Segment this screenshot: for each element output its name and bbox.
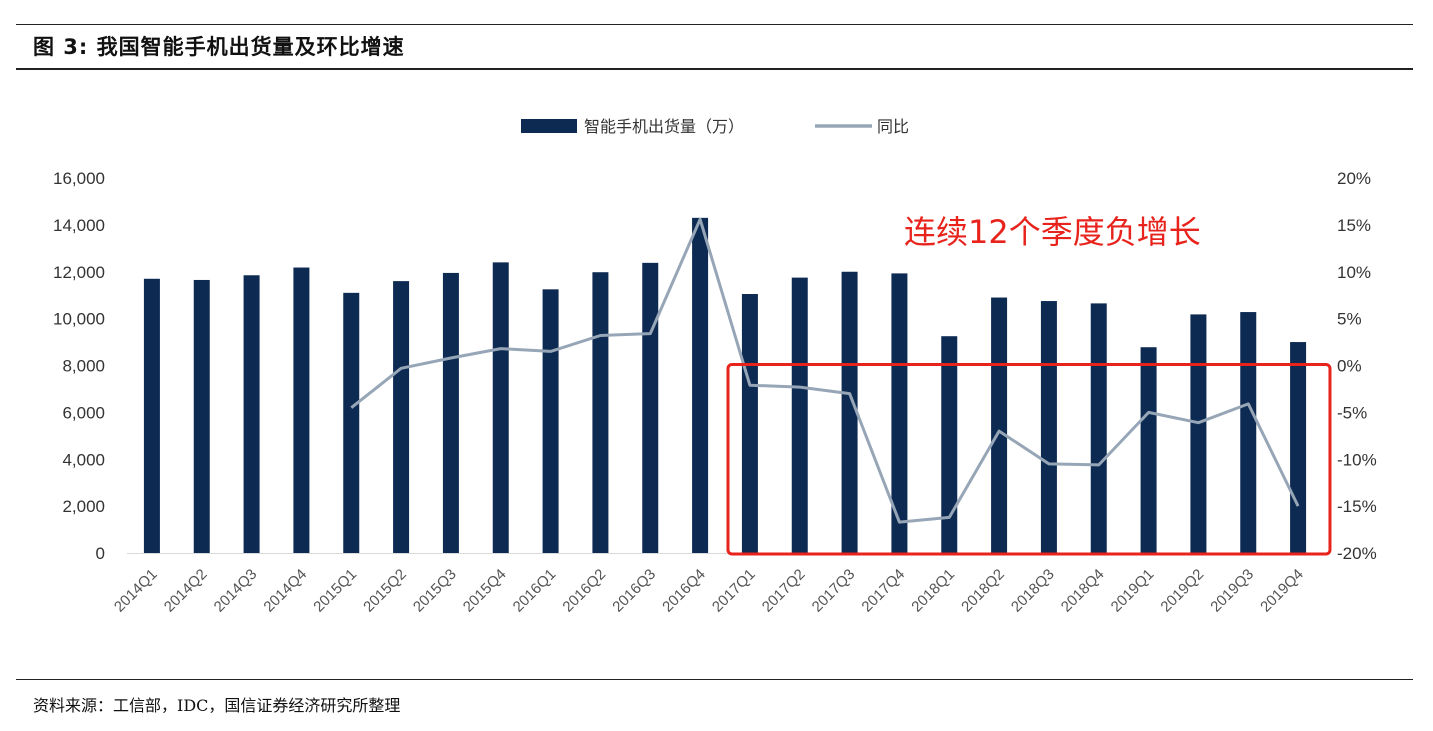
bar	[941, 336, 958, 553]
bar	[692, 217, 709, 553]
title-rule	[16, 68, 1413, 70]
x-tick-label: 2018Q3	[1008, 566, 1058, 616]
legend-label-bar: 智能手机出货量（万）	[584, 117, 744, 136]
y-tick-label: 10,000	[53, 310, 105, 329]
y2-tick-label: 15%	[1337, 216, 1371, 235]
y-tick-label: 14,000	[53, 216, 105, 235]
y2-tick-label: -5%	[1337, 403, 1367, 422]
bottom-rule	[16, 679, 1413, 680]
x-tick-label: 2015Q4	[460, 566, 510, 616]
y2-tick-label: 5%	[1337, 310, 1362, 329]
figure-title: 图 3: 我国智能手机出货量及环比增速	[33, 35, 405, 59]
x-tick-label: 2016Q3	[609, 566, 659, 616]
bar	[143, 278, 160, 553]
bar	[1040, 301, 1057, 553]
bar	[1240, 312, 1257, 553]
x-tick-label: 2014Q2	[161, 566, 211, 616]
x-tick-label: 2014Q4	[260, 566, 310, 616]
bar	[1090, 303, 1107, 553]
x-tick-label: 2015Q3	[410, 566, 460, 616]
highlight-box	[726, 363, 1332, 556]
x-tick-label: 2017Q3	[809, 566, 859, 616]
x-tick-label: 2018Q2	[958, 566, 1008, 616]
bar	[642, 262, 659, 553]
y-tick-label: 0	[96, 544, 105, 563]
bar	[1140, 347, 1157, 553]
x-tick-label: 2015Q1	[310, 566, 360, 616]
y2-tick-label: -20%	[1337, 544, 1377, 563]
x-tick-label: 2019Q1	[1108, 566, 1158, 616]
bar	[393, 281, 410, 553]
bar	[891, 273, 908, 553]
x-tick-label: 2014Q3	[211, 566, 261, 616]
bar	[592, 272, 609, 553]
bar	[1190, 314, 1207, 553]
bar	[492, 262, 509, 553]
x-tick-label: 2016Q1	[510, 566, 560, 616]
x-tick-label: 2019Q2	[1157, 566, 1207, 616]
y2-tick-label: 20%	[1337, 169, 1371, 188]
bar	[741, 294, 758, 553]
bar	[193, 279, 210, 553]
y-tick-label: 16,000	[53, 169, 105, 188]
bar	[791, 277, 808, 553]
bar	[343, 292, 360, 553]
yoy-line	[350, 217, 1300, 524]
y-tick-label: 12,000	[53, 263, 105, 282]
y2-tick-label: 10%	[1337, 263, 1371, 282]
x-tick-label: 2019Q4	[1257, 566, 1307, 616]
x-tick-label: 2018Q1	[908, 566, 958, 616]
source-note: 资料来源：工信部，IDC，国信证券经济研究所整理	[33, 696, 401, 715]
y2-tick-label: -15%	[1337, 497, 1377, 516]
x-tick-label: 2018Q4	[1058, 566, 1108, 616]
x-tick-label: 2019Q3	[1207, 566, 1257, 616]
annotation-text: 连续12个季度负增长	[904, 213, 1201, 251]
bar	[841, 271, 858, 553]
y-tick-label: 4,000	[62, 450, 105, 469]
x-tick-label: 2016Q4	[659, 566, 709, 616]
y2-tick-label: 0%	[1337, 357, 1362, 376]
legend-label-line: 同比	[877, 117, 909, 136]
bar	[243, 275, 260, 553]
y-tick-label: 2,000	[62, 497, 105, 516]
x-tick-label: 2014Q1	[111, 566, 161, 616]
y-tick-label: 6,000	[62, 403, 105, 422]
bar	[293, 267, 310, 553]
x-tick-label: 2015Q2	[360, 566, 410, 616]
x-tick-label: 2016Q2	[559, 566, 609, 616]
top-rule	[16, 24, 1413, 25]
y-tick-label: 8,000	[62, 357, 105, 376]
bar	[542, 289, 559, 553]
x-tick-label: 2017Q1	[709, 566, 759, 616]
bar	[991, 297, 1008, 553]
y2-tick-label: -10%	[1337, 450, 1377, 469]
x-tick-label: 2017Q2	[759, 566, 809, 616]
bar	[442, 272, 459, 553]
legend-swatch-bar	[521, 119, 577, 133]
x-tick-label: 2017Q4	[858, 566, 908, 616]
bar	[1290, 342, 1307, 553]
